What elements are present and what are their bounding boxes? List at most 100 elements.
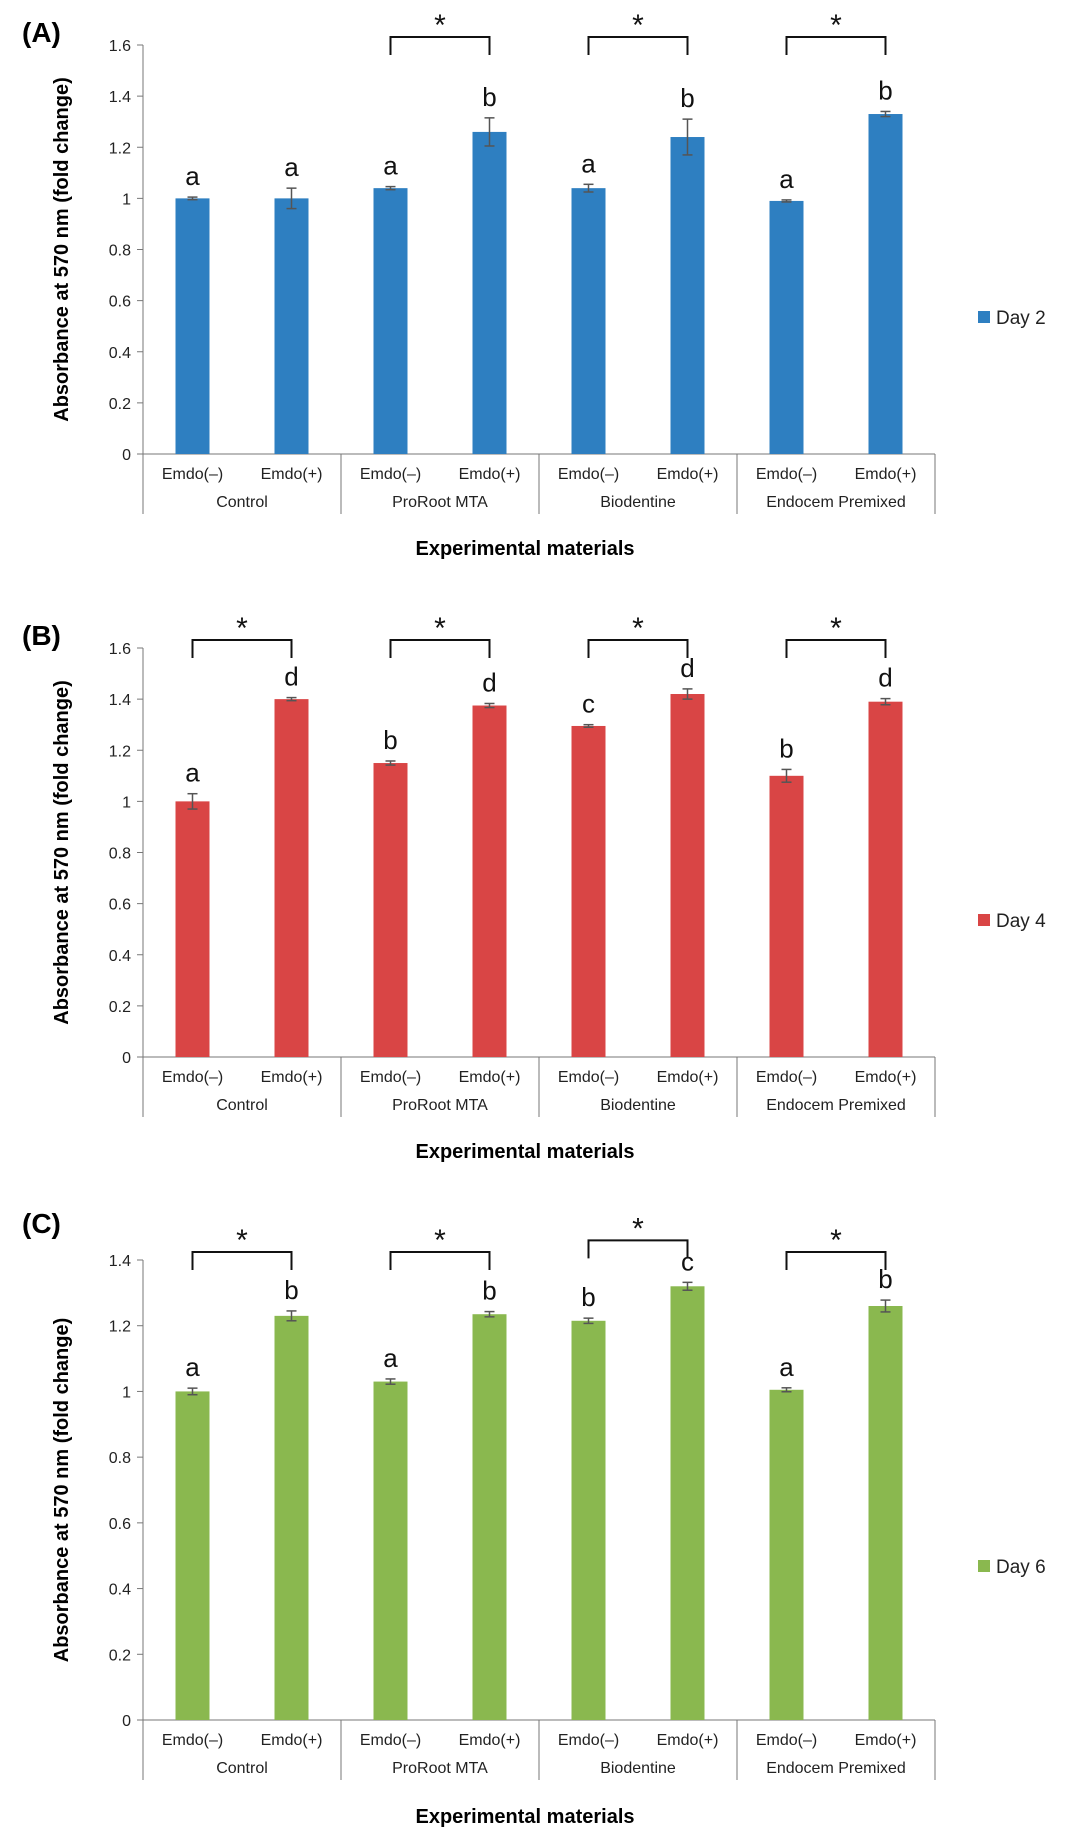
significance-letter: c xyxy=(681,1246,694,1276)
x-subcategory-label: Emdo(+) xyxy=(657,466,719,483)
bar xyxy=(175,198,210,454)
x-group-label: Control xyxy=(216,1097,268,1114)
x-subcategory-label: Emdo(+) xyxy=(855,1732,917,1749)
significance-star: * xyxy=(830,9,842,42)
significance-bracket xyxy=(785,639,887,658)
significance-star: * xyxy=(632,9,644,42)
y-tick-label: 0.4 xyxy=(109,948,131,965)
legend-label: Day 4 xyxy=(996,911,1046,932)
x-subcategory-label: Emdo(+) xyxy=(855,1069,917,1086)
x-axis-label: Experimental materials xyxy=(416,538,635,560)
x-axis-label: Experimental materials xyxy=(416,1806,635,1828)
y-tick-label: 1 xyxy=(122,794,131,811)
x-subcategory-label: Emdo(+) xyxy=(261,466,323,483)
bar xyxy=(373,188,408,454)
significance-letter: b xyxy=(779,733,793,763)
y-axis-label: Absorbance at 570 nm (fold change) xyxy=(51,1318,73,1663)
x-subcategory-label: Emdo(+) xyxy=(855,466,917,483)
x-subcategory-label: Emdo(+) xyxy=(261,1732,323,1749)
y-tick-label: 0.2 xyxy=(109,1647,131,1664)
significance-letter: a xyxy=(779,164,794,194)
significance-letter: d xyxy=(482,667,496,697)
x-subcategory-label: Emdo(–) xyxy=(756,1732,817,1749)
chart-panel-3: (C) Absorbance at 570 nm (fold change) 0 0.… xyxy=(22,1208,1046,1828)
x-axis-label: Experimental materials xyxy=(416,1141,635,1163)
y-tick-label: 0.8 xyxy=(109,243,131,260)
significance-bracket xyxy=(785,36,887,55)
legend-label: Day 6 xyxy=(996,1557,1046,1578)
y-tick-label: 0.4 xyxy=(109,345,131,362)
significance-star: * xyxy=(632,612,644,645)
x-group-label: Biodentine xyxy=(600,494,676,511)
y-tick-label: 0.2 xyxy=(109,396,131,413)
x-group-label: ProRoot MTA xyxy=(392,1760,488,1777)
legend-swatch xyxy=(978,311,990,323)
x-subcategory-label: Emdo(–) xyxy=(360,466,421,483)
significance-bracket xyxy=(785,1251,887,1270)
significance-star: * xyxy=(830,1224,842,1257)
legend-label: Day 2 xyxy=(996,308,1046,329)
x-subcategory-label: Emdo(–) xyxy=(558,1732,619,1749)
bar xyxy=(769,200,804,454)
significance-letter: a xyxy=(284,152,299,182)
bar xyxy=(868,701,903,1057)
y-tick-label: 0.8 xyxy=(109,1450,131,1467)
x-subcategory-label: Emdo(–) xyxy=(360,1732,421,1749)
y-tick-label: 1 xyxy=(122,191,131,208)
significance-bracket xyxy=(389,1251,491,1270)
significance-bracket xyxy=(389,36,491,55)
significance-bracket xyxy=(587,639,689,658)
y-tick-label: 1.6 xyxy=(109,38,131,55)
x-subcategory-label: Emdo(+) xyxy=(459,1732,521,1749)
bar xyxy=(373,763,408,1057)
y-tick-label: 0.6 xyxy=(109,294,131,311)
chart-panel-2: (B) Absorbance at 570 nm (fold change) 0 0.… xyxy=(22,612,1046,1163)
significance-star: * xyxy=(434,9,446,42)
bar xyxy=(472,131,507,454)
x-group-label: Endocem Premixed xyxy=(766,1760,906,1777)
x-subcategory-label: Emdo(+) xyxy=(657,1069,719,1086)
x-group-label: ProRoot MTA xyxy=(392,494,488,511)
bar xyxy=(373,1381,408,1720)
y-tick-label: 0.2 xyxy=(109,999,131,1016)
bar xyxy=(670,137,705,454)
bar xyxy=(670,1286,705,1720)
bar xyxy=(274,1315,309,1720)
significance-letter: a xyxy=(779,1352,794,1382)
significance-letter: a xyxy=(185,758,200,788)
significance-letter: b xyxy=(482,82,496,112)
bar xyxy=(274,198,309,454)
significance-bracket xyxy=(587,36,689,55)
x-subcategory-label: Emdo(–) xyxy=(162,1732,223,1749)
significance-letter: d xyxy=(284,662,298,692)
x-group-label: Biodentine xyxy=(600,1760,676,1777)
significance-star: * xyxy=(236,612,248,645)
y-tick-label: 1.2 xyxy=(109,743,131,760)
x-subcategory-label: Emdo(–) xyxy=(756,466,817,483)
bar xyxy=(274,699,309,1057)
x-group-label: ProRoot MTA xyxy=(392,1097,488,1114)
x-subcategory-label: Emdo(–) xyxy=(558,466,619,483)
y-tick-label: 0 xyxy=(122,1713,131,1730)
y-tick-label: 0.4 xyxy=(109,1582,131,1599)
x-group-label: Endocem Premixed xyxy=(766,494,906,511)
y-tick-label: 0.6 xyxy=(109,1516,131,1533)
significance-letter: b xyxy=(284,1275,298,1305)
y-axis-label: Absorbance at 570 nm (fold change) xyxy=(51,680,73,1025)
y-tick-label: 0.6 xyxy=(109,897,131,914)
x-group-label: Control xyxy=(216,1760,268,1777)
panel-label: (B) xyxy=(22,620,61,651)
significance-star: * xyxy=(830,612,842,645)
significance-letter: b xyxy=(680,83,694,113)
bar xyxy=(472,1314,507,1720)
x-subcategory-label: Emdo(+) xyxy=(459,1069,521,1086)
bar xyxy=(175,1391,210,1720)
significance-letter: b xyxy=(383,725,397,755)
significance-bracket xyxy=(191,1251,293,1270)
x-group-label: Control xyxy=(216,494,268,511)
bar xyxy=(571,188,606,454)
x-subcategory-label: Emdo(–) xyxy=(756,1069,817,1086)
chart-panel-1: (A) Absorbance at 570 nm (fold change) 0 0.… xyxy=(22,9,1046,560)
significance-bracket xyxy=(191,639,293,658)
